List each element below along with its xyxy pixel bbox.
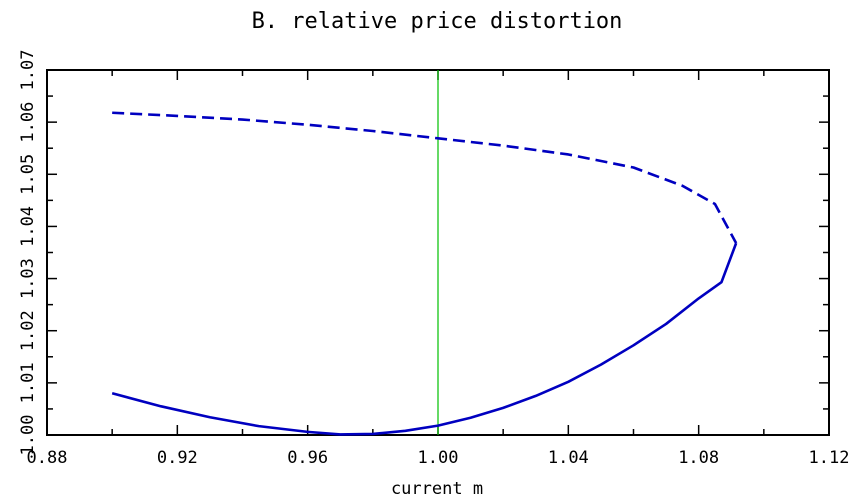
y-tick-label: 1.06: [18, 102, 38, 143]
x-tick-label: 0.92: [157, 448, 198, 468]
x-tick-label: 0.96: [287, 448, 328, 468]
x-tick-label: 1.04: [548, 448, 589, 468]
y-tick-label: 1.05: [18, 154, 38, 195]
plot-area: 0.88 0.92 0.96 1.00 1.04 1.08 1.12 1.00 1.01 1.02…: [18, 50, 849, 468]
chart-title: B. relative price distortion: [252, 9, 623, 34]
x-tick-label: 1.00: [418, 448, 459, 468]
y-tick-label: 1.02: [18, 310, 38, 351]
y-tick-label: 1.04: [18, 206, 38, 247]
y-tick-label: 1.00: [18, 415, 38, 456]
x-tick-label: 1.08: [678, 448, 719, 468]
y-tick-label: 1.01: [18, 362, 38, 403]
x-axis-label: current m: [391, 479, 483, 499]
x-tick-label: 0.88: [27, 448, 68, 468]
series-line-solid: [111, 242, 738, 436]
x-tick-label: 1.12: [809, 448, 850, 468]
y-tick-label: 1.03: [18, 258, 38, 299]
y-tick-label: 1.07: [18, 50, 38, 91]
series-line-dashed: [112, 111, 738, 244]
